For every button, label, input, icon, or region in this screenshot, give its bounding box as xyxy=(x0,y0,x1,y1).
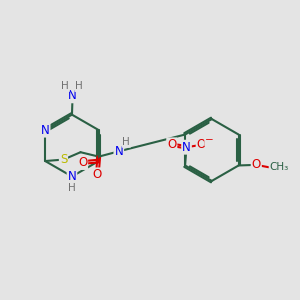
Text: O: O xyxy=(196,138,206,151)
Text: H: H xyxy=(61,81,69,91)
Text: H: H xyxy=(122,137,130,147)
Text: −: − xyxy=(205,135,214,146)
Text: O: O xyxy=(167,138,176,151)
Text: S: S xyxy=(60,153,67,166)
Text: N: N xyxy=(68,170,76,183)
Text: O: O xyxy=(252,158,261,171)
Text: CH₃: CH₃ xyxy=(269,162,289,172)
Text: O: O xyxy=(78,156,87,169)
Text: H: H xyxy=(75,81,83,91)
Text: N: N xyxy=(68,89,77,102)
Text: N: N xyxy=(114,145,123,158)
Text: H: H xyxy=(68,183,76,193)
Text: N: N xyxy=(182,141,191,154)
Text: N: N xyxy=(41,124,50,136)
Text: O: O xyxy=(93,168,102,182)
